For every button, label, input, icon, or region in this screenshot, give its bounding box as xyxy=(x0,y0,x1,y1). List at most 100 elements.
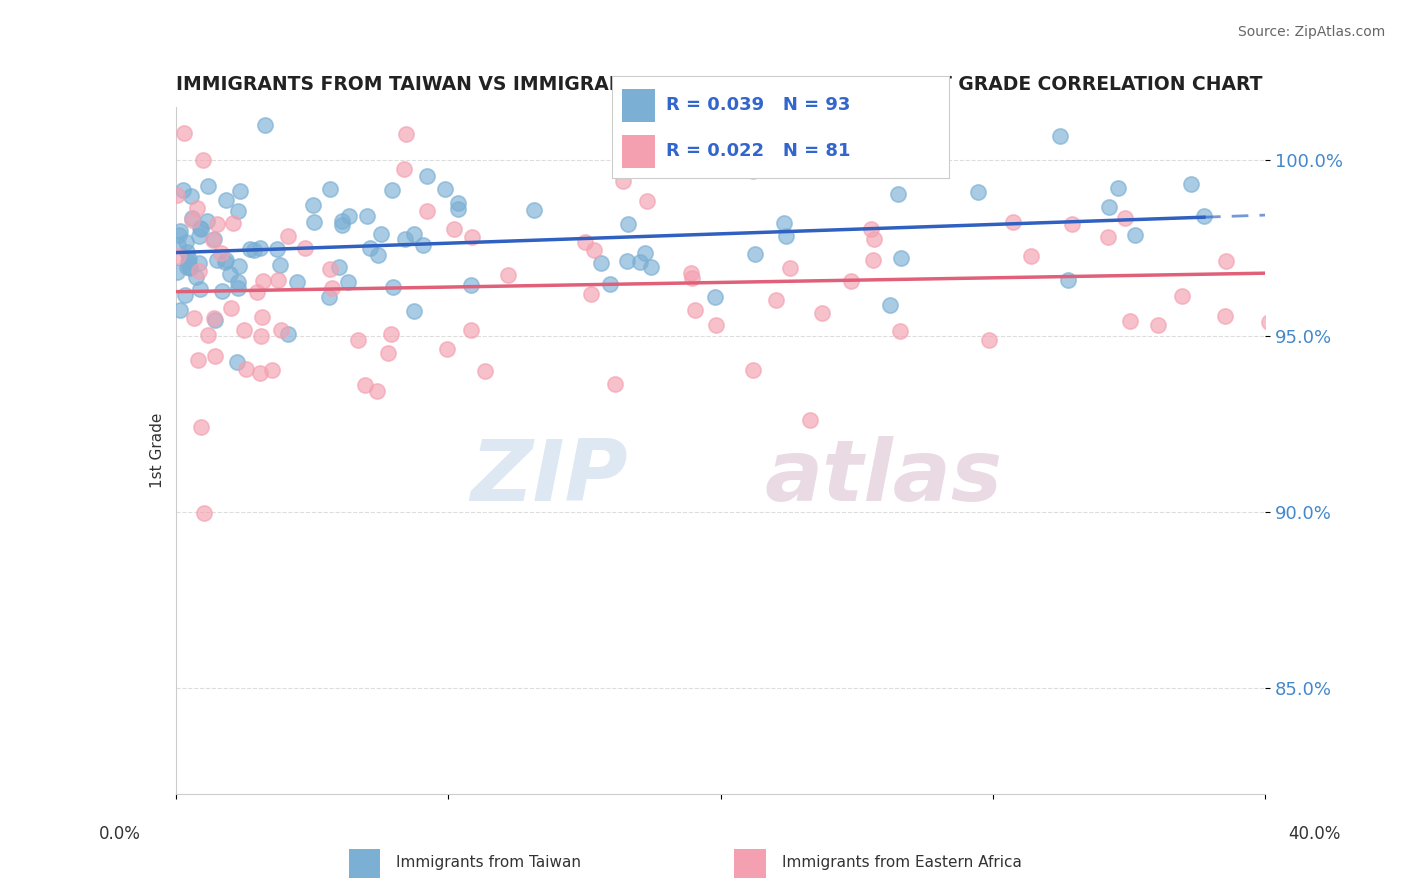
Point xyxy=(330,218,353,232)
Point xyxy=(636,194,658,208)
Text: 0.0%: 0.0% xyxy=(98,825,141,843)
Point xyxy=(186,201,208,215)
Point xyxy=(460,277,482,292)
Point xyxy=(195,214,218,228)
Point xyxy=(346,333,368,347)
Text: IMMIGRANTS FROM TAIWAN VS IMMIGRANTS FROM EASTERN AFRICA 1ST GRADE CORRELATION C: IMMIGRANTS FROM TAIWAN VS IMMIGRANTS FRO… xyxy=(176,75,1263,95)
Point xyxy=(246,285,269,300)
Point xyxy=(250,310,273,325)
Point xyxy=(250,328,273,343)
Point xyxy=(228,259,250,273)
Point xyxy=(337,209,360,223)
Text: Source: ZipAtlas.com: Source: ZipAtlas.com xyxy=(1237,25,1385,39)
Point xyxy=(1119,313,1142,327)
Point xyxy=(966,186,988,200)
Bar xyxy=(349,849,380,878)
Point xyxy=(447,202,470,216)
Point xyxy=(779,261,801,276)
Point xyxy=(412,237,434,252)
Point xyxy=(1123,228,1146,243)
Point xyxy=(179,260,201,275)
Point xyxy=(381,183,404,197)
Point xyxy=(328,260,350,274)
Point xyxy=(177,255,200,269)
Point xyxy=(589,256,612,270)
Point xyxy=(681,270,703,285)
Point xyxy=(416,169,439,183)
Text: Immigrants from Taiwan: Immigrants from Taiwan xyxy=(396,855,581,870)
Text: R = 0.039   N = 93: R = 0.039 N = 93 xyxy=(665,96,851,114)
Point xyxy=(188,229,211,244)
Point xyxy=(277,229,299,244)
Point xyxy=(583,244,606,258)
Point xyxy=(173,288,195,302)
Point xyxy=(402,227,425,241)
Point xyxy=(879,298,901,312)
Point xyxy=(287,275,309,289)
Point xyxy=(218,267,240,281)
Point xyxy=(204,350,226,364)
Point xyxy=(862,253,884,268)
Point xyxy=(183,310,205,325)
Point xyxy=(1062,217,1084,231)
Point xyxy=(266,272,288,286)
Point xyxy=(765,293,787,307)
Point xyxy=(1171,288,1194,302)
Point xyxy=(433,182,456,196)
Point xyxy=(215,194,238,208)
Point xyxy=(190,222,212,236)
Point xyxy=(1098,200,1121,214)
Point xyxy=(190,420,212,434)
Point xyxy=(166,188,188,202)
Point xyxy=(889,324,911,338)
Point xyxy=(416,203,439,218)
Point xyxy=(180,212,202,227)
Point xyxy=(233,323,256,337)
Point xyxy=(616,254,638,268)
Point xyxy=(887,186,910,201)
Point xyxy=(377,346,399,360)
Point xyxy=(1097,230,1119,244)
Point xyxy=(294,241,316,255)
Point xyxy=(1107,180,1129,194)
Point xyxy=(1258,315,1281,329)
Point xyxy=(367,248,389,262)
Point xyxy=(1002,215,1025,229)
Point xyxy=(169,302,191,317)
Point xyxy=(179,252,201,266)
Point xyxy=(166,265,188,279)
Point xyxy=(395,127,418,141)
Point xyxy=(252,274,274,288)
Point xyxy=(337,276,360,290)
Point xyxy=(681,267,703,281)
Point xyxy=(215,253,238,268)
Point xyxy=(443,222,465,236)
Point xyxy=(197,327,219,342)
Point xyxy=(209,246,232,260)
Point xyxy=(1146,318,1168,332)
Point xyxy=(249,366,271,380)
Point xyxy=(1213,309,1236,323)
Point xyxy=(174,235,197,250)
Point xyxy=(176,245,198,260)
Point xyxy=(319,261,342,276)
Point xyxy=(202,311,225,326)
Point xyxy=(204,313,226,327)
Text: atlas: atlas xyxy=(765,436,1002,519)
Point xyxy=(332,214,354,228)
Point xyxy=(266,242,288,256)
Point xyxy=(202,233,225,247)
Point xyxy=(616,217,638,231)
Text: ZIP: ZIP xyxy=(471,436,628,519)
Point xyxy=(612,174,634,188)
Point xyxy=(179,260,201,275)
Point xyxy=(191,153,214,167)
Point xyxy=(394,161,416,176)
Point xyxy=(447,196,470,211)
Point xyxy=(404,304,426,318)
Point xyxy=(260,363,283,377)
Point xyxy=(225,354,247,368)
Point xyxy=(496,268,519,283)
Point xyxy=(605,376,627,391)
Point xyxy=(302,215,325,229)
